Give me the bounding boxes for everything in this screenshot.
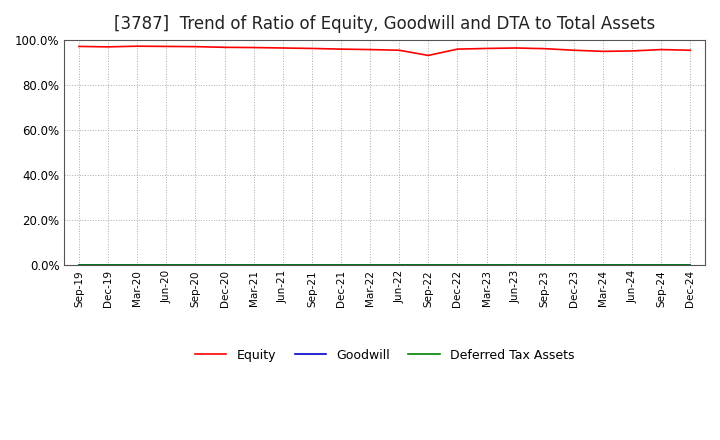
Goodwill xyxy=(75,263,84,268)
Deferred Tax Assets xyxy=(249,262,258,268)
Equity xyxy=(424,53,433,58)
Deferred Tax Assets xyxy=(511,262,520,268)
Goodwill xyxy=(162,263,171,268)
Equity xyxy=(249,45,258,50)
Deferred Tax Assets xyxy=(337,262,346,268)
Goodwill xyxy=(104,263,112,268)
Equity xyxy=(511,45,520,51)
Deferred Tax Assets xyxy=(657,262,666,268)
Equity xyxy=(307,46,316,51)
Deferred Tax Assets xyxy=(424,262,433,268)
Equity xyxy=(657,47,666,52)
Goodwill xyxy=(482,263,491,268)
Goodwill xyxy=(249,263,258,268)
Deferred Tax Assets xyxy=(191,262,199,268)
Equity xyxy=(337,47,346,52)
Goodwill xyxy=(570,263,578,268)
Line: Equity: Equity xyxy=(79,46,690,55)
Equity xyxy=(279,45,287,51)
Equity xyxy=(482,46,491,51)
Goodwill xyxy=(366,263,374,268)
Equity xyxy=(162,44,171,49)
Equity xyxy=(133,44,142,49)
Deferred Tax Assets xyxy=(541,262,549,268)
Deferred Tax Assets xyxy=(482,262,491,268)
Goodwill xyxy=(220,263,229,268)
Deferred Tax Assets xyxy=(162,262,171,268)
Goodwill xyxy=(511,263,520,268)
Goodwill xyxy=(453,263,462,268)
Title: [3787]  Trend of Ratio of Equity, Goodwill and DTA to Total Assets: [3787] Trend of Ratio of Equity, Goodwil… xyxy=(114,15,655,33)
Goodwill xyxy=(628,263,636,268)
Deferred Tax Assets xyxy=(307,262,316,268)
Deferred Tax Assets xyxy=(686,262,695,268)
Deferred Tax Assets xyxy=(366,262,374,268)
Deferred Tax Assets xyxy=(395,262,404,268)
Deferred Tax Assets xyxy=(75,262,84,268)
Goodwill xyxy=(279,263,287,268)
Deferred Tax Assets xyxy=(133,262,142,268)
Equity xyxy=(453,47,462,52)
Goodwill xyxy=(686,263,695,268)
Equity xyxy=(75,44,84,49)
Legend: Equity, Goodwill, Deferred Tax Assets: Equity, Goodwill, Deferred Tax Assets xyxy=(190,344,579,367)
Goodwill xyxy=(337,263,346,268)
Equity xyxy=(570,48,578,53)
Equity xyxy=(220,45,229,50)
Goodwill xyxy=(599,263,608,268)
Goodwill xyxy=(191,263,199,268)
Deferred Tax Assets xyxy=(279,262,287,268)
Equity xyxy=(599,49,608,54)
Equity xyxy=(191,44,199,49)
Goodwill xyxy=(541,263,549,268)
Deferred Tax Assets xyxy=(104,262,112,268)
Deferred Tax Assets xyxy=(570,262,578,268)
Deferred Tax Assets xyxy=(220,262,229,268)
Deferred Tax Assets xyxy=(628,262,636,268)
Equity xyxy=(104,44,112,50)
Equity xyxy=(541,46,549,51)
Goodwill xyxy=(424,263,433,268)
Goodwill xyxy=(395,263,404,268)
Deferred Tax Assets xyxy=(599,262,608,268)
Goodwill xyxy=(307,263,316,268)
Equity xyxy=(628,48,636,54)
Goodwill xyxy=(133,263,142,268)
Deferred Tax Assets xyxy=(453,262,462,268)
Goodwill xyxy=(657,263,666,268)
Equity xyxy=(686,48,695,53)
Equity xyxy=(366,47,374,52)
Equity xyxy=(395,48,404,53)
